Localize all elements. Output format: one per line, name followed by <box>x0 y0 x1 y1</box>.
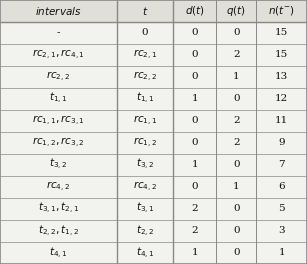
Text: 0: 0 <box>233 94 240 103</box>
Text: $\mathit{rc}_{2,2}$: $\mathit{rc}_{2,2}$ <box>46 70 70 84</box>
Text: $\mathit{t}_{4,1}$: $\mathit{t}_{4,1}$ <box>136 246 154 261</box>
Text: 15: 15 <box>275 50 288 59</box>
Text: 6: 6 <box>278 182 285 191</box>
Text: 0: 0 <box>192 28 198 37</box>
Text: 1: 1 <box>278 248 285 257</box>
Text: $n(t^{-})$: $n(t^{-})$ <box>268 4 295 17</box>
Text: 1: 1 <box>233 72 240 81</box>
Text: 11: 11 <box>275 116 288 125</box>
Text: $\mathit{q}(\mathit{t})$: $\mathit{q}(\mathit{t})$ <box>227 4 246 18</box>
Text: 2: 2 <box>192 204 198 213</box>
Text: $\mathit{t}_{2,2}$: $\mathit{t}_{2,2}$ <box>136 223 154 238</box>
Text: 0: 0 <box>233 28 240 37</box>
Text: $\mathit{rc}_{4,2}$: $\mathit{rc}_{4,2}$ <box>133 180 157 194</box>
Text: 0: 0 <box>192 72 198 81</box>
Bar <box>0 0 307 22</box>
Text: $\mathit{t}_{3,1},\mathit{t}_{2,1}$: $\mathit{t}_{3,1},\mathit{t}_{2,1}$ <box>38 201 79 216</box>
Text: 0: 0 <box>192 182 198 191</box>
Text: $\mathit{rc}_{1,1},\mathit{rc}_{3,1}$: $\mathit{rc}_{1,1},\mathit{rc}_{3,1}$ <box>32 114 85 128</box>
Text: $\mathit{rc}_{1,2},\mathit{rc}_{3,2}$: $\mathit{rc}_{1,2},\mathit{rc}_{3,2}$ <box>32 136 85 150</box>
Text: 2: 2 <box>233 138 240 147</box>
Text: $\mathit{t}_{1,1}$: $\mathit{t}_{1,1}$ <box>136 91 154 106</box>
Text: $\mathit{t}_{4,1}$: $\mathit{t}_{4,1}$ <box>49 246 68 261</box>
Text: $\mathit{t}_{3,2}$: $\mathit{t}_{3,2}$ <box>49 157 68 172</box>
Text: 15: 15 <box>275 28 288 37</box>
Text: 1: 1 <box>192 160 198 169</box>
Text: 0: 0 <box>233 227 240 235</box>
Text: 0: 0 <box>233 204 240 213</box>
Text: $\mathit{t}_{2,2},\mathit{t}_{1,2}$: $\mathit{t}_{2,2},\mathit{t}_{1,2}$ <box>38 223 79 238</box>
Text: $\mathit{rc}_{2,1}$: $\mathit{rc}_{2,1}$ <box>133 48 157 62</box>
Text: 1: 1 <box>192 248 198 257</box>
Text: 1: 1 <box>192 94 198 103</box>
Text: $\mathit{rc}_{4,2}$: $\mathit{rc}_{4,2}$ <box>46 180 70 194</box>
Text: $\mathit{t}_{1,1}$: $\mathit{t}_{1,1}$ <box>49 91 68 106</box>
Text: $\mathit{t}_{3,1}$: $\mathit{t}_{3,1}$ <box>136 201 154 216</box>
Text: 3: 3 <box>278 227 285 235</box>
Text: $\mathit{t}_{3,2}$: $\mathit{t}_{3,2}$ <box>136 157 154 172</box>
Text: 0: 0 <box>233 248 240 257</box>
Text: $\mathit{intervals}$: $\mathit{intervals}$ <box>35 5 82 17</box>
Text: 2: 2 <box>233 116 240 125</box>
Text: $\mathit{d}(\mathit{t})$: $\mathit{d}(\mathit{t})$ <box>185 4 205 17</box>
Text: 0: 0 <box>192 50 198 59</box>
Text: 1: 1 <box>233 182 240 191</box>
Text: 2: 2 <box>233 50 240 59</box>
Text: 9: 9 <box>278 138 285 147</box>
Text: 13: 13 <box>275 72 288 81</box>
Text: $\mathit{t}$: $\mathit{t}$ <box>142 5 148 17</box>
Text: 0: 0 <box>233 160 240 169</box>
Text: $\mathit{rc}_{2,2}$: $\mathit{rc}_{2,2}$ <box>133 70 157 84</box>
Text: 12: 12 <box>275 94 288 103</box>
Text: $\mathit{rc}_{1,2}$: $\mathit{rc}_{1,2}$ <box>133 136 157 150</box>
Text: 7: 7 <box>278 160 285 169</box>
Text: -: - <box>56 28 60 37</box>
Text: 5: 5 <box>278 204 285 213</box>
Text: 0: 0 <box>192 138 198 147</box>
Text: 2: 2 <box>192 227 198 235</box>
Text: $\mathit{rc}_{1,1}$: $\mathit{rc}_{1,1}$ <box>133 114 157 128</box>
Text: 0: 0 <box>192 116 198 125</box>
Text: $\mathit{rc}_{2,1},\mathit{rc}_{4,1}$: $\mathit{rc}_{2,1},\mathit{rc}_{4,1}$ <box>32 48 85 62</box>
Text: 0: 0 <box>142 28 148 37</box>
